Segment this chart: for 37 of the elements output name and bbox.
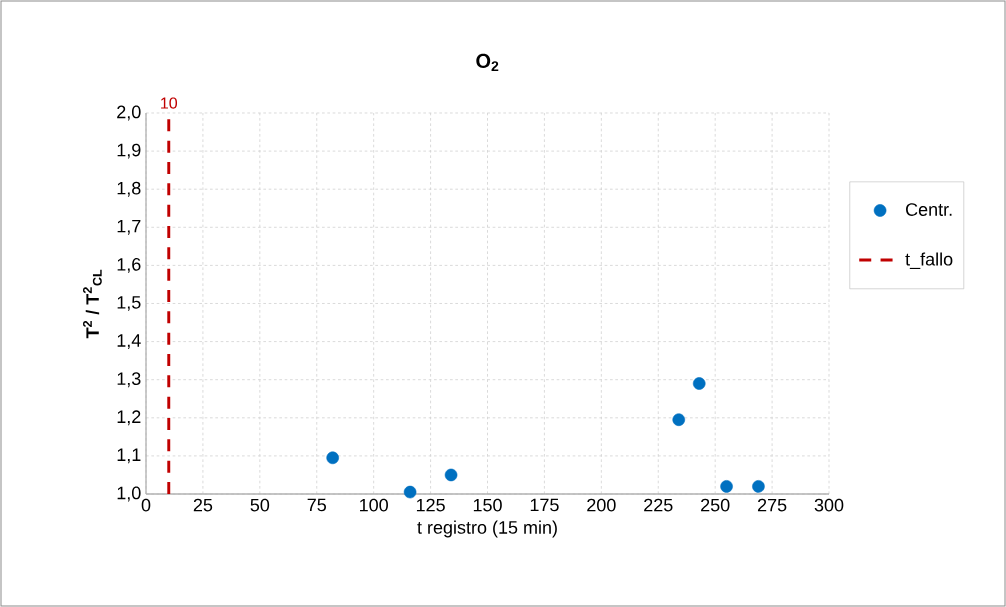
y-tick-label: 1,5	[117, 296, 141, 311]
x-tick-label: 125	[416, 498, 445, 512]
x-tick-label: 225	[644, 498, 673, 512]
x-tick-label: 0	[141, 498, 151, 512]
point	[403, 485, 417, 499]
x-tick-label: 25	[193, 498, 213, 512]
point	[326, 451, 339, 465]
y-tick-label: 1,6	[117, 257, 141, 273]
point	[692, 377, 706, 390]
x-tick-label: 50	[250, 498, 270, 512]
x-tick-label: 150	[473, 498, 502, 512]
x-tick-label: 300	[814, 498, 844, 512]
y-tick-label: 1,9	[117, 143, 141, 159]
y-tick-label: 1,0	[117, 486, 141, 502]
y-tick-label: 2,0	[117, 105, 141, 121]
x-tick-label: 100	[360, 498, 388, 512]
annotation: 10	[161, 97, 178, 109]
y-tick-label: 1,1	[117, 448, 141, 464]
y-axis-title: T$^{2}$ / T$^{2}$CL	[83, 269, 102, 339]
x-tick-label: 175	[530, 498, 559, 512]
x-tick-label: 200	[587, 498, 616, 512]
point	[720, 480, 733, 493]
y-tick-label: 1,2	[117, 410, 141, 426]
y-tick-label: 1,7	[117, 219, 141, 235]
chart-title: O$_{2}$	[476, 53, 499, 71]
y-tick-label: 1,3	[117, 372, 141, 388]
x-tick-label: 75	[307, 498, 327, 512]
x-tick-label: 250	[701, 498, 730, 512]
point	[672, 413, 686, 426]
point	[752, 480, 765, 493]
x-tick-label: 275	[757, 498, 787, 512]
x-axis-title: t registro (15 min)	[417, 520, 557, 538]
y-tick-label: 1,8	[117, 181, 141, 197]
legend-label: t_fallo	[905, 252, 953, 270]
legend-label: Centr.	[906, 203, 952, 216]
point	[444, 468, 458, 482]
y-tick-label: 1,4	[117, 334, 141, 349]
